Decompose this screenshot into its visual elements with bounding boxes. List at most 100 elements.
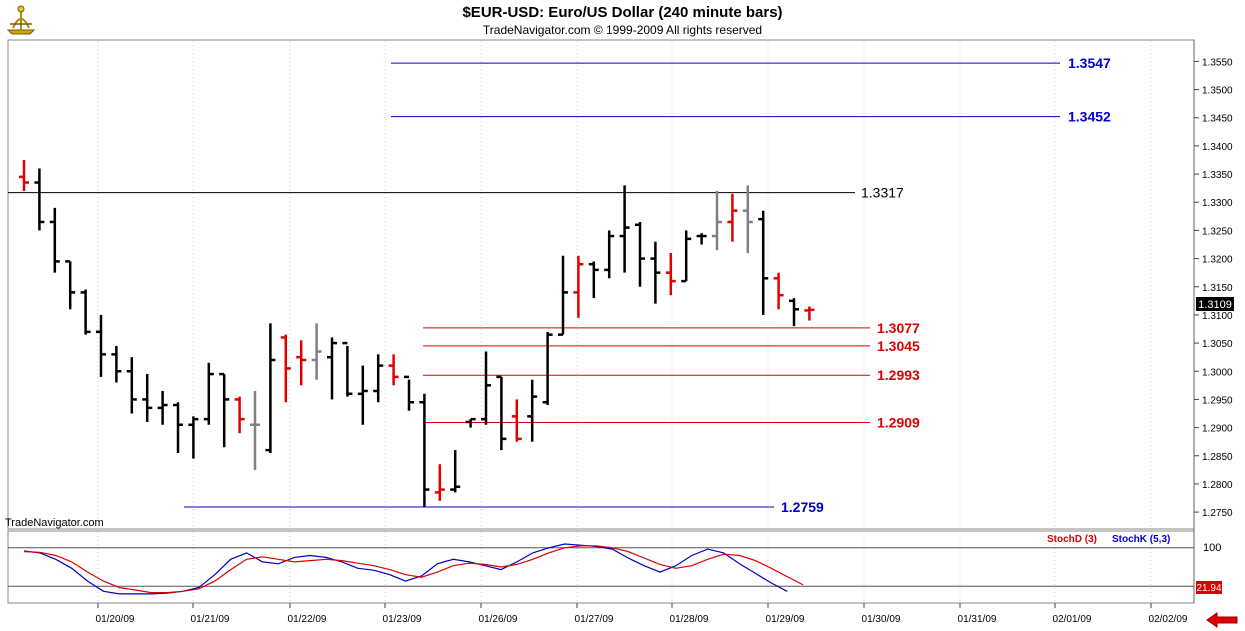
ohlc-bar [373, 354, 384, 403]
ohlc-bar [203, 362, 214, 425]
ohlc-bar [496, 375, 507, 451]
ohlc-bar [789, 298, 799, 327]
ohlc-bar [142, 374, 153, 422]
stoch-series-line [23, 543, 788, 595]
ohlc-bar [450, 450, 461, 493]
last-price-box [1196, 297, 1234, 311]
price-tick-label: 1.3100 [1202, 311, 1233, 322]
price-axis: 1.2750 1.2800 1.2850 1.2900 1.2950 1.3000 1.30… [1193, 40, 1233, 603]
price-tick-label: 1.3550 [1202, 57, 1233, 68]
ohlc-bar [481, 351, 491, 425]
date-tick-label: 01/27/09 [575, 614, 614, 625]
ohlc-bar [188, 416, 199, 459]
watermark: TradeNavigator.com [5, 517, 104, 529]
ohlc-bar [573, 255, 584, 318]
price-tick-label: 1.3000 [1202, 367, 1233, 378]
price-tick-label: 1.2950 [1202, 395, 1233, 406]
stoch-d-legend: StochD (3) [1047, 534, 1097, 545]
price-tick-label: 1.2900 [1202, 424, 1233, 435]
level-label: 1.3077 [877, 320, 920, 336]
date-tick-label: 01/26/09 [479, 614, 518, 625]
ohlc-bar [558, 255, 568, 336]
ohlc-bar [804, 306, 815, 321]
ohlc-bar [34, 168, 45, 231]
level-label: 1.3547 [1068, 55, 1111, 71]
price-tick-label: 1.2800 [1202, 480, 1233, 491]
price-tick-label: 1.3250 [1202, 226, 1233, 237]
stochastic-panel [7, 530, 1195, 604]
ohlc-bar [465, 417, 476, 428]
red-left-arrow-icon[interactable] [1205, 612, 1239, 628]
ohlc-bar [434, 464, 445, 501]
ohlc-bar [173, 402, 183, 453]
level-label: 1.3452 [1068, 109, 1111, 125]
ohlc-bar [758, 210, 769, 315]
date-tick-label: 02/01/09 [1053, 614, 1092, 625]
ohlc-bar [388, 354, 399, 386]
last-price-label: 1.3109 [1198, 299, 1232, 311]
ohlc-bar [19, 159, 29, 191]
price-tick-label: 1.3450 [1202, 114, 1233, 125]
date-tick-label: 01/29/09 [766, 614, 805, 625]
price-tick-label: 1.3350 [1202, 170, 1233, 181]
bar-layer [19, 159, 815, 507]
ohlc-bar [250, 390, 260, 470]
ohlc-bar [96, 314, 106, 377]
stoch-k-legend: StochK (5,3) [1112, 534, 1170, 545]
sextant-logo-icon[interactable] [4, 4, 38, 36]
date-tick-label: 01/22/09 [288, 614, 327, 625]
date-tick-label: 01/28/09 [670, 614, 709, 625]
ohlc-bar [265, 323, 276, 453]
ohlc-bar [588, 261, 599, 299]
date-tick-label: 01/23/09 [383, 614, 422, 625]
ohlc-bar [773, 272, 784, 310]
ohlc-bar [111, 345, 122, 383]
ohlc-bar [327, 337, 337, 400]
ohlc-bar [604, 230, 615, 279]
ohlc-bar [712, 190, 722, 251]
ohlc-bar [342, 341, 353, 397]
ohlc-bar [619, 185, 630, 273]
ohlc-bar [511, 399, 522, 442]
date-tick-label: 01/31/09 [958, 614, 997, 625]
price-panel [7, 39, 1195, 530]
ohlc-bar [419, 393, 430, 507]
ohlc-bar [311, 323, 322, 380]
ohlc-bar [650, 241, 661, 304]
ohlc-bar [635, 221, 645, 287]
stoch-tick-100: 100 [1203, 542, 1221, 554]
date-axis: 01/20/09 01/21/09 01/22/09 01/23/09 01/26/09… [96, 603, 1188, 625]
ohlc-bar [49, 207, 60, 273]
copyright-subtitle: TradeNavigator.com © 1999-2009 All right… [482, 23, 763, 37]
ohlc-bar [727, 193, 738, 242]
price-tick-label: 1.3300 [1202, 198, 1233, 209]
level-label: 1.2909 [877, 415, 920, 431]
ohlc-bar [296, 340, 307, 386]
ohlc-bar [542, 331, 553, 406]
ohlc-bar [65, 260, 76, 310]
ohlc-bar [234, 396, 245, 434]
price-tick-label: 1.3500 [1202, 86, 1233, 97]
ohlc-bar [157, 390, 168, 425]
level-label: 1.3317 [861, 185, 904, 201]
date-tick-label: 01/30/09 [862, 614, 901, 625]
ohlc-bar [665, 252, 676, 296]
price-tick-label: 1.3400 [1202, 142, 1233, 153]
chart-title: $EUR-USD: Euro/US Dollar (240 minute bar… [462, 4, 783, 21]
stoch-last-label: 21.94 [1196, 583, 1221, 594]
ohlc-bar [681, 230, 692, 283]
level-label: 1.2993 [877, 367, 920, 383]
chart-header: $EUR-USD: Euro/US Dollar (240 minute bar… [0, 0, 1245, 40]
stoch-series-line [23, 545, 804, 594]
price-tick-label: 1.2850 [1202, 452, 1233, 463]
ohlc-bar [527, 379, 538, 442]
date-tick-label: 02/02/09 [1149, 614, 1188, 625]
level-label: 1.2759 [781, 499, 824, 515]
ohlc-bar [126, 357, 137, 414]
ohlc-bar [742, 185, 753, 253]
ohlc-bar [219, 372, 230, 448]
ohlc-bar [404, 375, 414, 411]
level-layer: 1.3547 1.3452 1.3317 1.3077 1.3045 1.2993 1.29… [8, 55, 1111, 515]
